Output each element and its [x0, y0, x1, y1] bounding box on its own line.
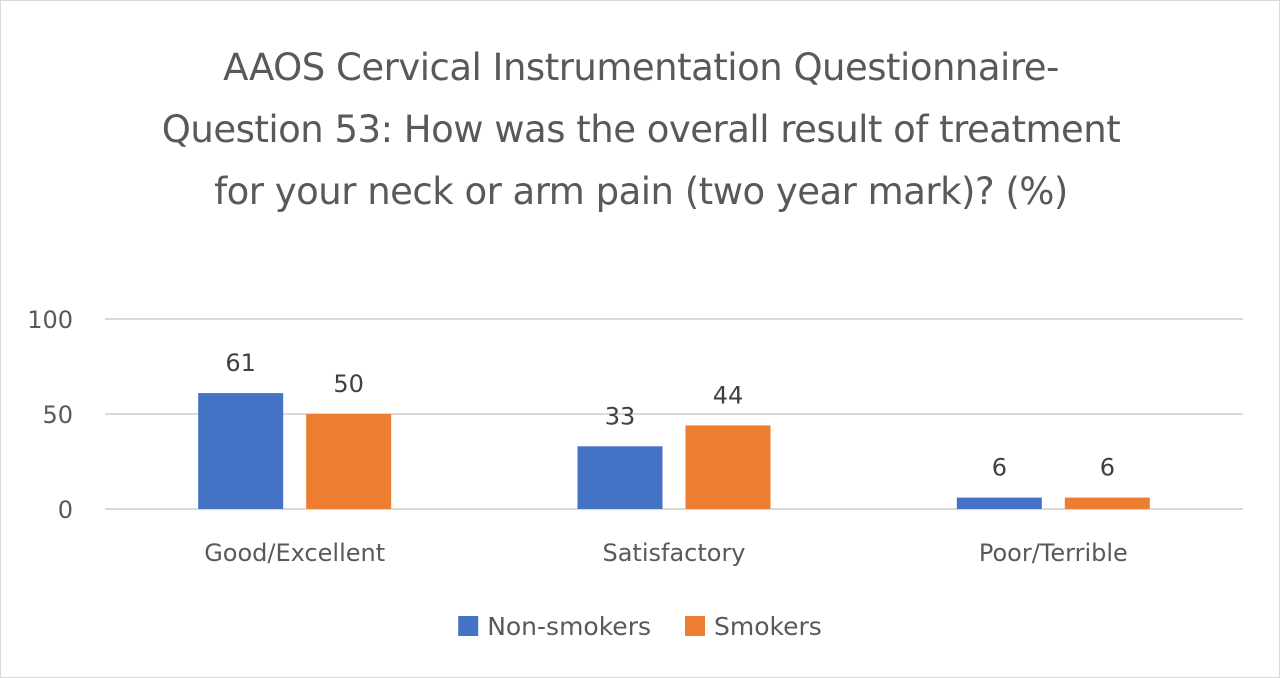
legend-swatch [685, 616, 706, 636]
legend-label: Non-smokers [487, 612, 651, 641]
data-labels: 61 50 33 44 6 6 [225, 349, 1115, 482]
y-tick-label: 100 [27, 306, 73, 334]
bar-non-smokers [198, 393, 284, 509]
chart-title: AAOS Cervical Instrumentation Questionna… [161, 46, 1121, 213]
data-label: 61 [225, 349, 256, 377]
y-tick-label: 0 [58, 496, 73, 524]
data-label: 6 [1100, 454, 1115, 482]
bars [198, 393, 1150, 509]
gridlines [105, 318, 1243, 510]
legend-swatch [458, 616, 479, 636]
data-label: 50 [333, 370, 364, 398]
x-tick-label: Poor/Terrible [979, 539, 1128, 567]
data-label: 44 [713, 381, 744, 409]
y-axis-tick-labels: 0 50 100 [27, 306, 73, 524]
bar-smokers [306, 414, 392, 509]
x-tick-label: Good/Excellent [204, 539, 385, 567]
legend: Non-smokers Smokers [458, 612, 822, 641]
legend-label: Smokers [714, 612, 822, 641]
bar-smokers [685, 425, 771, 509]
bar-non-smokers [956, 497, 1042, 509]
x-tick-label: Satisfactory [602, 539, 745, 567]
bar-smokers [1064, 497, 1150, 509]
data-label: 33 [605, 402, 636, 430]
x-axis-tick-labels: Good/Excellent Satisfactory Poor/Terrible [204, 539, 1128, 567]
data-label: 6 [992, 454, 1007, 482]
y-tick-label: 50 [42, 401, 73, 429]
bar-non-smokers [577, 446, 663, 509]
